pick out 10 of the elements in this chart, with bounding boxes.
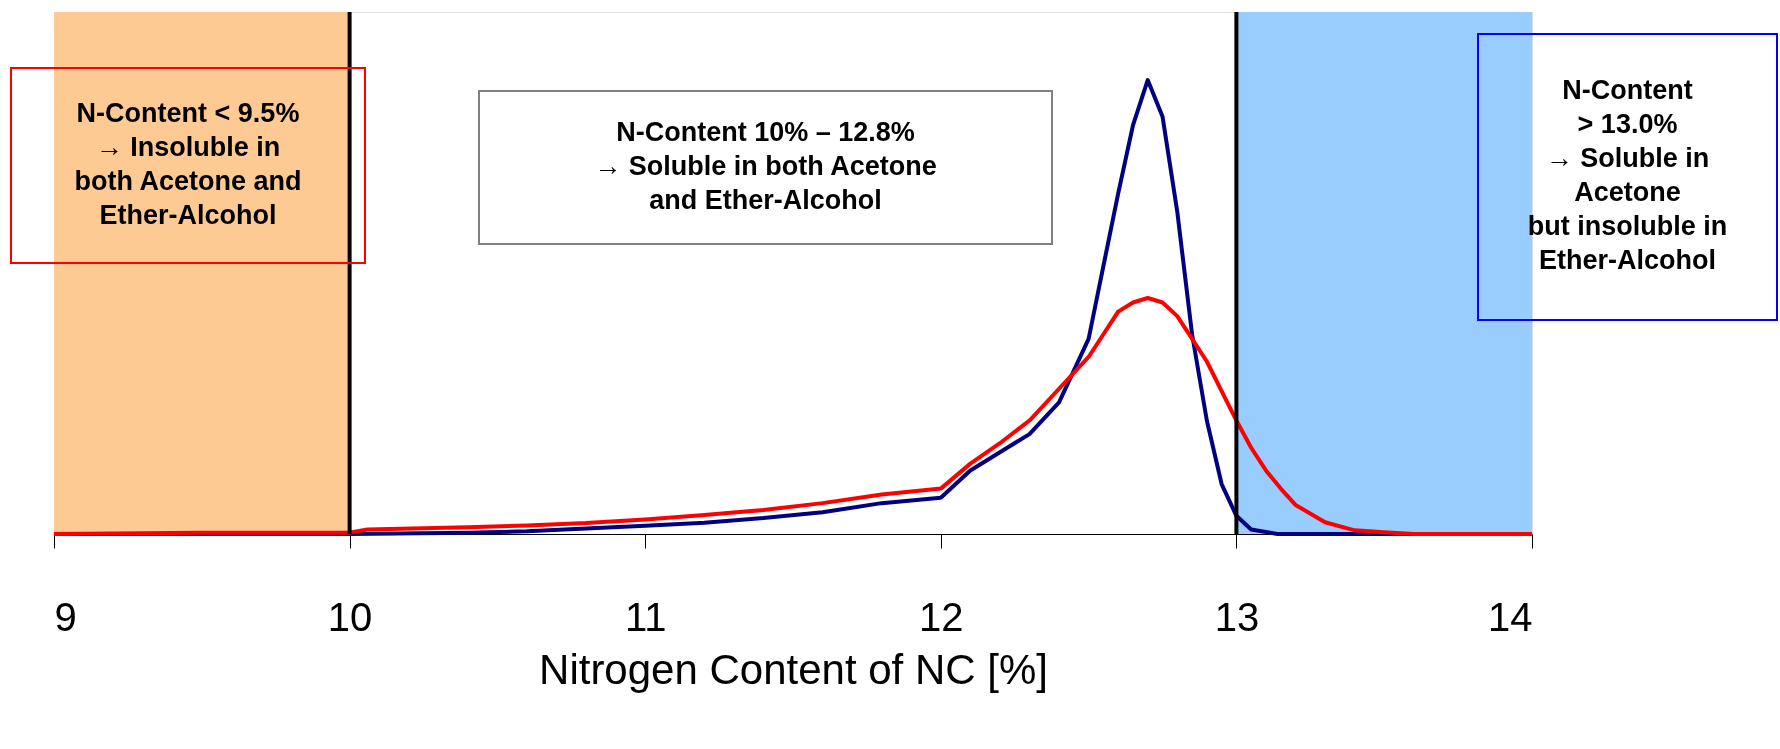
annotation: N-Content < 9.5% → Insoluble in both Acetone and Ether-Alcohol — [74, 97, 302, 230]
x-tick-label: 11 — [624, 594, 667, 639]
x-tick-label: 14 — [1488, 594, 1533, 639]
annotation: N-Content 10% – 12.8% → Soluble in both Acetone and Ether-Alcohol — [594, 116, 937, 215]
x-tick-label: 9 — [54, 594, 77, 639]
x-tick-label: 10 — [327, 594, 373, 639]
annotation: N-Content > 13.0% → Soluble in Acetone but insoluble in Ether-Alcohol — [1527, 75, 1728, 275]
x-tick-label: 12 — [919, 594, 964, 639]
x-tick-label: 13 — [1214, 594, 1260, 639]
x-axis-title: Nitrogen Content of NC [%] — [539, 645, 1048, 693]
